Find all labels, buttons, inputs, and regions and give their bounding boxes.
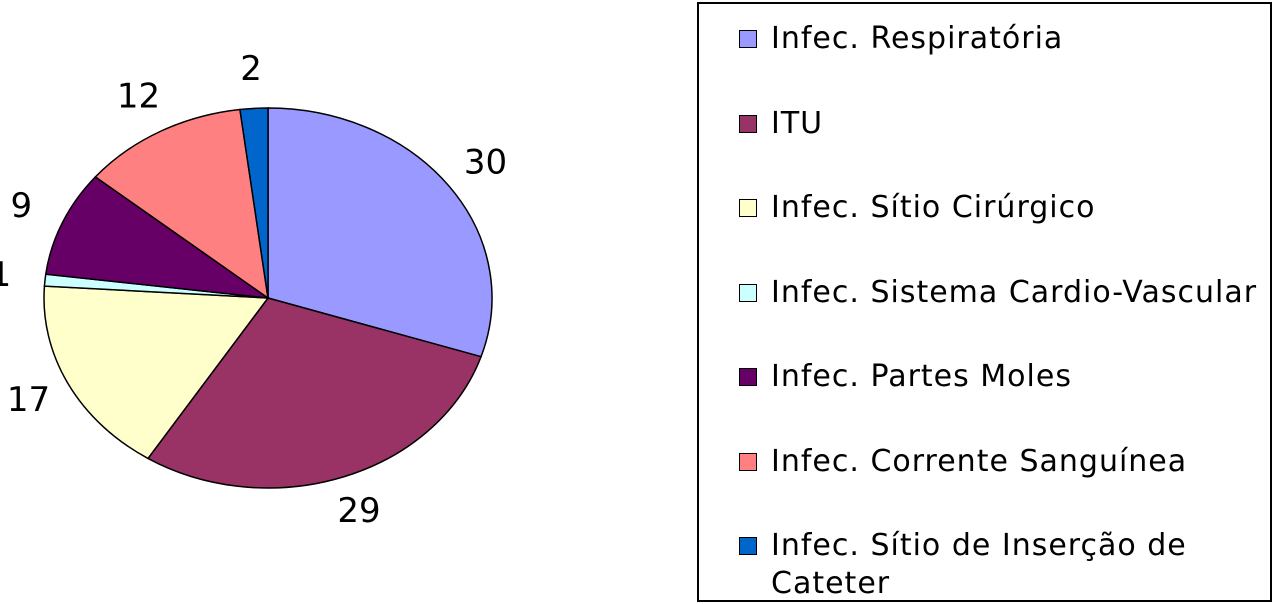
legend-label: Infec. Corrente Sanguínea — [771, 443, 1188, 479]
data-label: 2 — [240, 49, 262, 89]
pie-area: 30 29 17 1 9 12 2 — [0, 49, 507, 531]
legend-label: Infec. Partes Moles — [771, 359, 1072, 394]
data-label: 12 — [117, 77, 160, 117]
legend: Infec. Respiratória ITU Infec. Sítio Cirúr… — [697, 2, 1272, 602]
data-label: 9 — [10, 186, 32, 226]
data-label: 1 — [0, 255, 11, 295]
legend-swatch — [739, 452, 757, 471]
pie-slice — [239, 107, 269, 299]
legend-label: ITU — [771, 105, 824, 141]
data-label: 29 — [337, 491, 380, 531]
legend-label: Infec. Sistema Cardio-Vascular — [771, 274, 1258, 310]
data-label: 17 — [7, 380, 50, 420]
legend-swatch — [739, 114, 757, 133]
legend-label: Infec. Respiratória — [771, 21, 1064, 56]
pie-slice — [94, 108, 269, 300]
pie-slice — [43, 285, 270, 460]
pie-slice — [44, 175, 269, 299]
legend-swatch — [739, 30, 757, 48]
legend-swatch — [739, 537, 757, 555]
pie-slice — [146, 297, 483, 489]
legend-swatch — [739, 283, 757, 302]
legend-label: Infec. Sítio de Inserção de Cateter — [771, 528, 1187, 601]
pie-slice — [267, 107, 493, 358]
data-label: 30 — [464, 142, 507, 182]
legend-swatch — [739, 368, 757, 386]
legend-swatch — [739, 199, 757, 217]
legend-label: Infec. Sítio Cirúrgico — [771, 190, 1096, 225]
